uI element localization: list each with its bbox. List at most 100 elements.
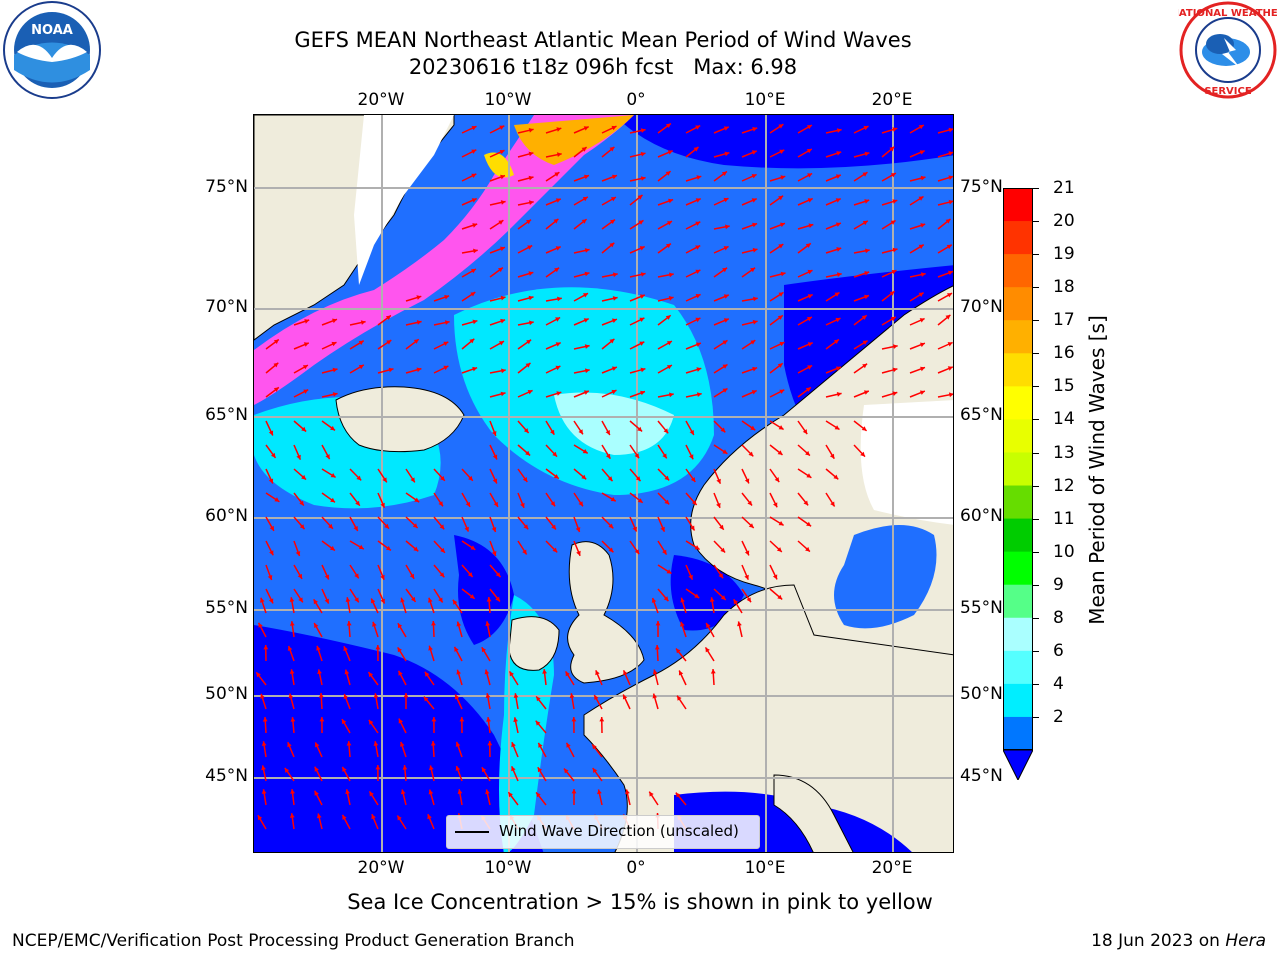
wave-direction-arrowhead [454, 646, 459, 652]
colorbar-tick-label: 18 [1053, 277, 1075, 298]
wave-direction-arrowhead [948, 270, 953, 276]
colorbar [1002, 188, 1034, 782]
wave-direction-arrowhead [640, 151, 646, 157]
wave-direction-arrowhead [535, 720, 541, 726]
colorbar-tick-label: 21 [1053, 178, 1075, 198]
low-period-zone [454, 535, 514, 645]
wave-direction-arrowhead [920, 342, 925, 348]
wave-direction-arrowhead [612, 174, 617, 180]
wave-direction-arrowhead [472, 319, 478, 325]
lat-label-right: 45°N [960, 766, 1003, 786]
wave-direction-arrowhead [470, 292, 476, 297]
wave-direction-arrowhead [268, 598, 274, 604]
wave-direction-arrowhead [778, 292, 784, 297]
wave-direction-arrowhead [584, 174, 589, 180]
wave-direction-arrowhead [261, 765, 266, 771]
lat-label-right: 60°N [960, 506, 1003, 526]
wave-direction-arrowhead [299, 500, 304, 506]
wave-direction-arrowhead [723, 318, 729, 323]
wave-direction-arrowhead [428, 789, 434, 795]
wave-direction-arrowhead [526, 219, 531, 225]
wave-direction-arrowhead [806, 125, 812, 130]
sea-ice-zone [484, 152, 514, 178]
wave-direction-arrowhead [835, 222, 841, 227]
wave-direction-arrowhead [947, 342, 953, 347]
wave-direction-arrowhead [638, 220, 644, 225]
wave-direction-arrowhead [273, 387, 279, 392]
wave-direction-arrowhead [368, 719, 374, 725]
wave-direction-arrowhead [431, 717, 437, 722]
wave-direction-arrowhead [640, 176, 646, 181]
wave-direction-arrowhead [471, 126, 477, 131]
wave-direction-arrowhead [610, 197, 616, 202]
wave-direction-arrowhead [296, 454, 301, 460]
wave-direction-arrowhead [807, 365, 813, 370]
wave-direction-arrowhead [865, 248, 870, 254]
wave-direction-arrowhead [456, 669, 461, 675]
wave-direction-arrowhead [637, 498, 643, 503]
wave-direction-arrowhead [444, 320, 450, 325]
svg-text:SERVICE: SERVICE [1204, 86, 1252, 97]
colorbar-tick-mark [1033, 716, 1039, 718]
wave-direction-arrowhead [696, 392, 702, 397]
wave-direction-arrowhead [354, 597, 359, 603]
wave-direction-arrowhead [556, 152, 562, 157]
wave-direction-arrowhead [342, 719, 347, 725]
wave-direction-arrowhead [380, 574, 385, 580]
wave-direction-arrowhead [652, 669, 658, 675]
wave-direction-arrowhead [583, 293, 588, 298]
wave-direction-arrowhead [637, 426, 643, 432]
colorbar-segment [1003, 650, 1033, 685]
wave-direction-arrowhead [890, 316, 896, 322]
wave-direction-arrowhead [528, 271, 534, 276]
nws-logo: NATIONAL WEATHER SERVICE [1171, 0, 1280, 100]
wave-direction-arrowhead [290, 789, 295, 794]
wave-direction-arrowhead [511, 766, 516, 772]
colorbar-segment [1003, 617, 1033, 652]
wave-direction-arrowhead [263, 645, 269, 650]
wave-direction-arrowhead [611, 366, 617, 371]
colorbar-tick-mark [1033, 518, 1039, 520]
wave-direction-arrowhead [695, 221, 701, 226]
wave-direction-arrowhead [802, 429, 808, 435]
wave-direction-arrowhead [500, 246, 505, 252]
wave-direction-arrowhead [637, 195, 643, 200]
wave-direction-arrowhead [807, 294, 813, 299]
wave-direction-arrowhead [557, 296, 562, 302]
wave-direction-arrowhead [920, 272, 926, 277]
wave-direction-arrowhead [622, 694, 628, 700]
wave-direction-arrowhead [555, 198, 561, 203]
wave-direction-arrowhead [639, 246, 645, 251]
wave-direction-arrowhead [890, 220, 896, 225]
wave-direction-arrowhead [262, 717, 268, 722]
wave-direction-arrowhead [303, 389, 309, 394]
great-britain-land [567, 541, 645, 684]
wave-direction-arrowhead [302, 365, 308, 370]
wave-direction-arrowhead [513, 717, 518, 723]
wave-direction-arrowhead [439, 572, 445, 578]
wave-direction-arrowhead [430, 741, 436, 746]
footer-branch: NCEP/EMC/Verification Post Processing Pr… [12, 931, 575, 951]
wave-direction-arrowhead [892, 344, 898, 349]
wave-direction-arrowhead [472, 366, 478, 372]
wave-direction-arrowhead [744, 478, 750, 484]
lon-label-top: 20°E [871, 90, 913, 110]
mid-period-zone [554, 392, 674, 455]
wave-direction-arrowhead [803, 500, 809, 506]
wave-direction-arrowhead [500, 295, 506, 301]
wave-direction-arrowhead [528, 151, 534, 157]
wave-direction-arrowhead [752, 247, 758, 253]
wave-direction-arrowhead [373, 741, 379, 746]
wave-direction-arrowhead [343, 646, 348, 652]
wave-direction-arrowhead [690, 525, 695, 531]
colorbar-tick-label: 8 [1053, 607, 1064, 628]
wave-direction-arrowhead [748, 523, 754, 528]
wave-direction-arrowhead [722, 364, 728, 369]
wave-direction-arrowhead [324, 574, 330, 580]
wave-direction-arrowhead [805, 387, 811, 392]
wave-direction-arrowhead [861, 315, 867, 320]
wave-direction-arrowhead [528, 128, 534, 133]
wave-direction-arrowhead [555, 246, 561, 251]
wave-direction-arrowhead [640, 128, 646, 133]
wave-direction-arrowhead [427, 814, 432, 820]
